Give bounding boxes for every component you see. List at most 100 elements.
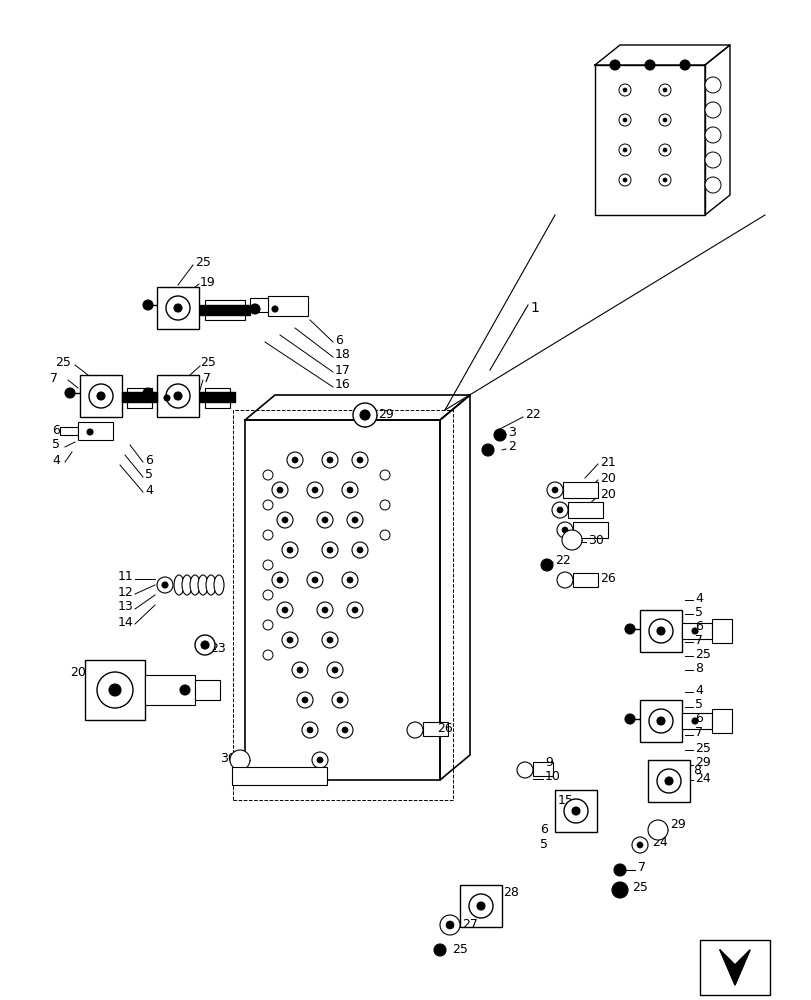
Circle shape bbox=[351, 607, 358, 613]
Circle shape bbox=[164, 395, 169, 401]
Text: 4: 4 bbox=[694, 591, 702, 604]
Bar bbox=[681, 623, 711, 639]
Circle shape bbox=[517, 762, 532, 778]
Circle shape bbox=[663, 118, 666, 122]
Bar bbox=[554, 790, 596, 832]
Text: 13: 13 bbox=[118, 600, 134, 613]
Bar bbox=[127, 388, 152, 408]
Circle shape bbox=[286, 452, 303, 468]
Text: 11: 11 bbox=[118, 570, 134, 584]
Circle shape bbox=[277, 602, 293, 618]
Text: 29: 29 bbox=[694, 756, 710, 770]
Text: 25: 25 bbox=[195, 256, 211, 269]
Circle shape bbox=[556, 572, 573, 588]
Circle shape bbox=[346, 512, 363, 528]
Circle shape bbox=[87, 429, 93, 435]
Circle shape bbox=[556, 507, 562, 513]
Circle shape bbox=[357, 457, 363, 463]
Circle shape bbox=[659, 84, 670, 96]
Circle shape bbox=[659, 174, 670, 186]
Circle shape bbox=[359, 410, 370, 420]
Circle shape bbox=[357, 547, 363, 553]
Bar bbox=[568, 502, 603, 518]
Circle shape bbox=[307, 482, 323, 498]
Bar bbox=[204, 300, 245, 320]
Circle shape bbox=[65, 388, 75, 398]
Circle shape bbox=[618, 84, 630, 96]
Text: 30: 30 bbox=[587, 534, 603, 546]
Circle shape bbox=[631, 837, 647, 853]
Circle shape bbox=[316, 602, 333, 618]
Circle shape bbox=[707, 80, 717, 90]
Bar bbox=[78, 422, 113, 440]
Text: 5: 5 bbox=[694, 698, 702, 711]
Circle shape bbox=[281, 517, 288, 523]
Text: 30: 30 bbox=[220, 752, 235, 764]
Circle shape bbox=[322, 542, 337, 558]
Bar bbox=[195, 680, 220, 700]
Text: 6: 6 bbox=[694, 711, 702, 724]
Circle shape bbox=[162, 582, 168, 588]
Text: 25: 25 bbox=[200, 357, 216, 369]
Bar bbox=[423, 722, 448, 736]
Circle shape bbox=[691, 718, 697, 724]
Circle shape bbox=[302, 697, 307, 703]
Ellipse shape bbox=[214, 575, 224, 595]
Bar bbox=[532, 762, 552, 776]
Circle shape bbox=[332, 692, 348, 708]
Circle shape bbox=[707, 105, 717, 115]
Circle shape bbox=[551, 487, 557, 493]
Text: 17: 17 bbox=[335, 363, 350, 376]
Bar bbox=[573, 522, 607, 538]
Text: 4: 4 bbox=[52, 454, 60, 466]
Bar bbox=[122, 392, 157, 402]
Text: 16: 16 bbox=[335, 378, 350, 391]
Bar bbox=[711, 709, 731, 733]
Text: 29: 29 bbox=[378, 408, 393, 422]
Text: 7: 7 bbox=[203, 371, 211, 384]
Circle shape bbox=[263, 620, 272, 630]
Circle shape bbox=[380, 500, 389, 510]
Circle shape bbox=[129, 395, 135, 401]
Circle shape bbox=[322, 517, 328, 523]
Circle shape bbox=[286, 637, 293, 643]
Circle shape bbox=[341, 727, 348, 733]
Circle shape bbox=[311, 752, 328, 768]
Circle shape bbox=[663, 178, 666, 182]
Bar bbox=[573, 573, 597, 587]
Circle shape bbox=[469, 894, 492, 918]
Circle shape bbox=[322, 452, 337, 468]
Circle shape bbox=[611, 882, 627, 898]
Circle shape bbox=[609, 60, 620, 70]
Ellipse shape bbox=[190, 575, 200, 595]
Circle shape bbox=[644, 60, 654, 70]
Circle shape bbox=[613, 864, 625, 876]
Circle shape bbox=[482, 444, 493, 456]
Circle shape bbox=[337, 722, 353, 738]
Circle shape bbox=[157, 577, 173, 593]
Bar bbox=[80, 375, 122, 417]
Bar bbox=[268, 296, 307, 316]
Circle shape bbox=[618, 114, 630, 126]
Circle shape bbox=[165, 384, 190, 408]
Text: 8: 8 bbox=[692, 764, 700, 776]
Circle shape bbox=[622, 88, 626, 92]
Circle shape bbox=[346, 487, 353, 493]
Circle shape bbox=[540, 559, 552, 571]
Bar bbox=[639, 610, 681, 652]
Circle shape bbox=[551, 502, 568, 518]
Circle shape bbox=[707, 155, 717, 165]
Circle shape bbox=[332, 667, 337, 673]
Bar bbox=[699, 940, 769, 995]
Circle shape bbox=[707, 130, 717, 140]
Circle shape bbox=[143, 388, 152, 398]
Bar bbox=[250, 298, 270, 312]
Bar bbox=[233, 410, 453, 800]
Text: 26: 26 bbox=[599, 572, 615, 584]
Circle shape bbox=[561, 530, 581, 550]
Polygon shape bbox=[719, 950, 749, 985]
Circle shape bbox=[230, 750, 250, 770]
Circle shape bbox=[292, 457, 298, 463]
Text: 24: 24 bbox=[694, 772, 710, 784]
Circle shape bbox=[297, 667, 303, 673]
